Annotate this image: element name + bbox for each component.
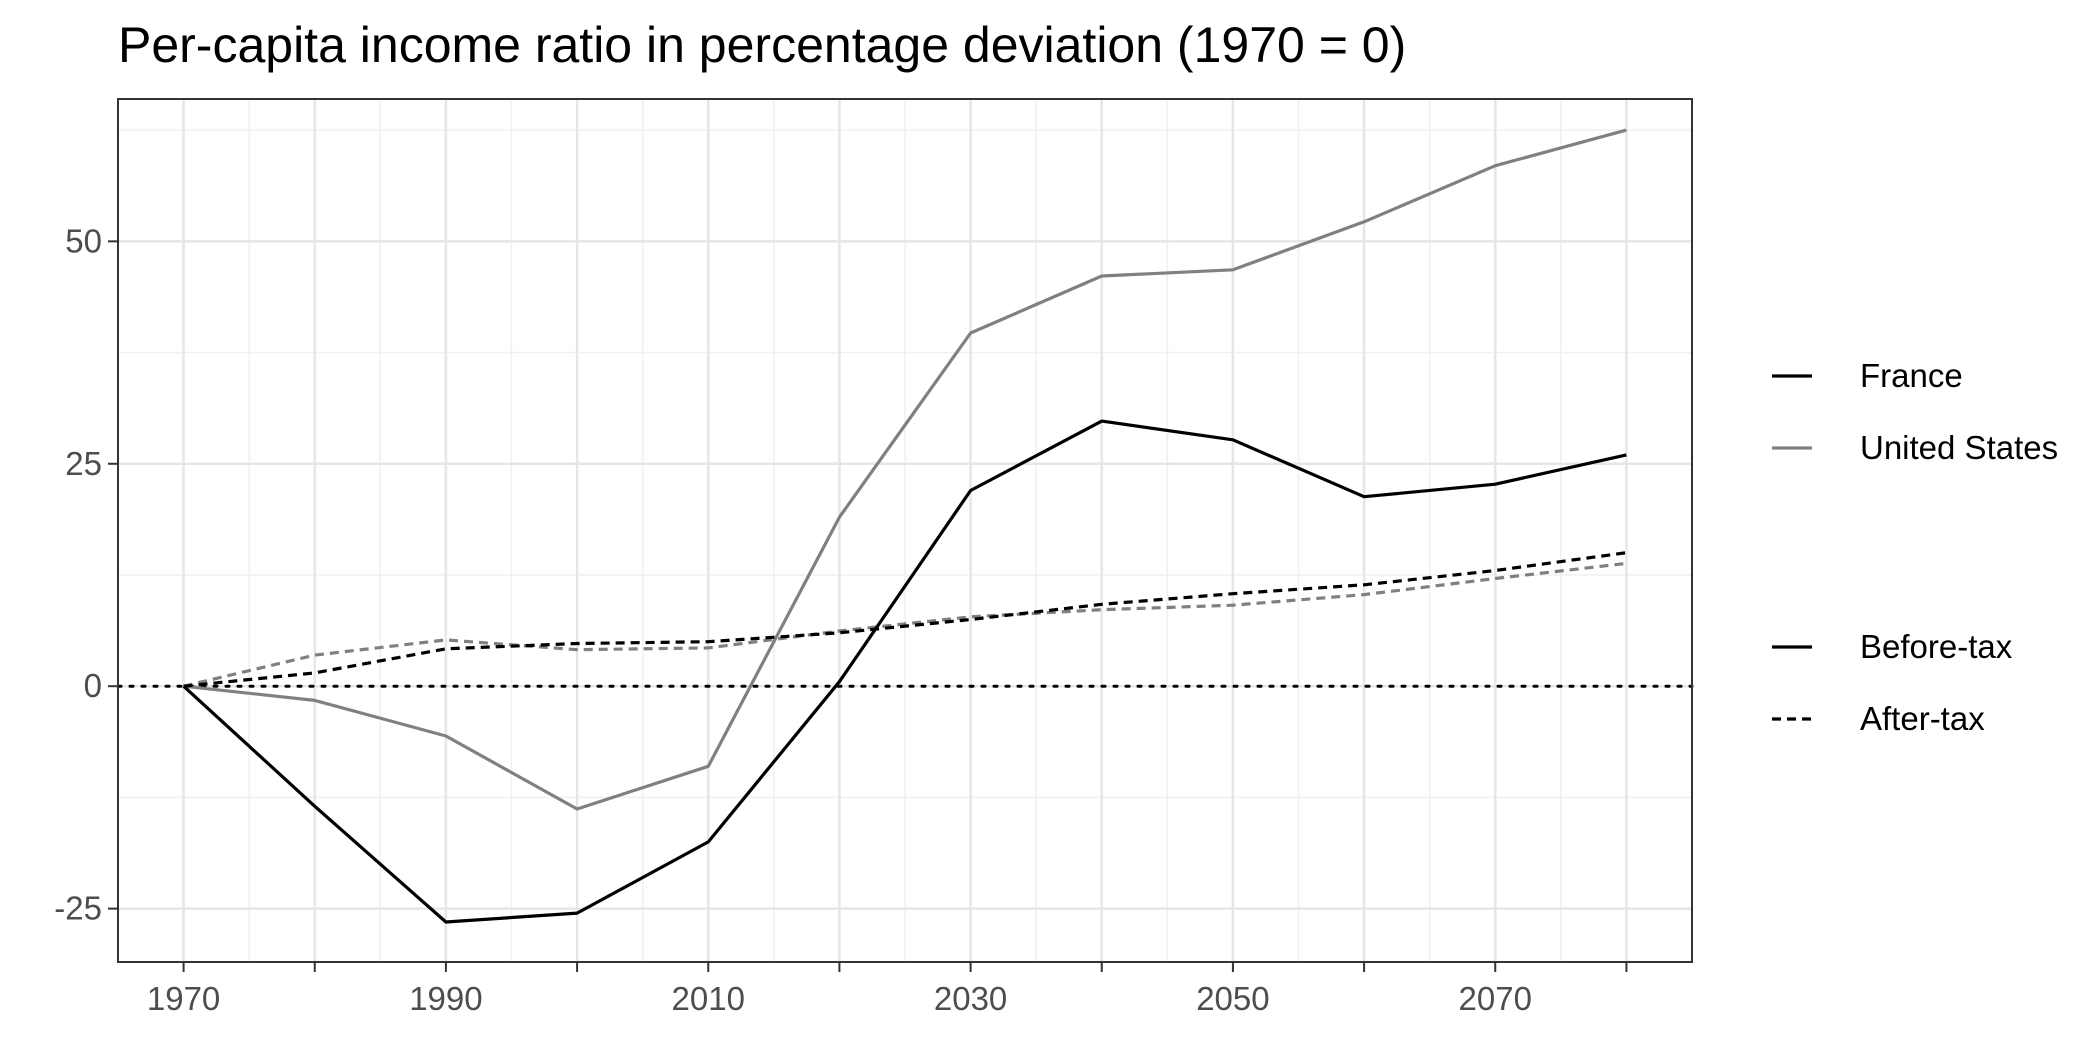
series-line-united-states-before-tax: [183, 128, 1627, 811]
legend-label: Before-tax: [1860, 628, 2013, 665]
x-tick-label: 2030: [934, 980, 1007, 1017]
series-layer: [182, 128, 1627, 924]
y-tick-label: -25: [54, 890, 102, 927]
legend-label: France: [1860, 357, 1963, 394]
x-tick-label: 2010: [672, 980, 745, 1017]
series-line-france-before-tax: [182, 419, 1627, 924]
chart-title: Per-capita income ratio in percentage de…: [118, 17, 1406, 73]
y-tick-label: 0: [84, 667, 102, 704]
legend-label: After-tax: [1860, 700, 1985, 737]
x-tick-label: 1990: [409, 980, 482, 1017]
legend-label: United States: [1860, 429, 2058, 466]
x-tick-label: 2050: [1196, 980, 1269, 1017]
grid-layer: [118, 99, 1692, 962]
x-tick-label: 2070: [1459, 980, 1532, 1017]
series-line-united-states-after-tax: [183, 561, 1627, 688]
y-tick-label: 25: [65, 445, 102, 482]
axis-layer: -25 0 25 50 1970 1990 2010 2030 2050 2070: [54, 222, 1628, 1017]
series-line-france-after-tax: [183, 551, 1627, 688]
y-tick-label: 50: [65, 222, 102, 259]
legend: France United States Before-tax After-tax: [1772, 357, 2058, 737]
plot-panel-border: [117, 98, 1693, 963]
x-tick-label: 1970: [147, 980, 220, 1017]
